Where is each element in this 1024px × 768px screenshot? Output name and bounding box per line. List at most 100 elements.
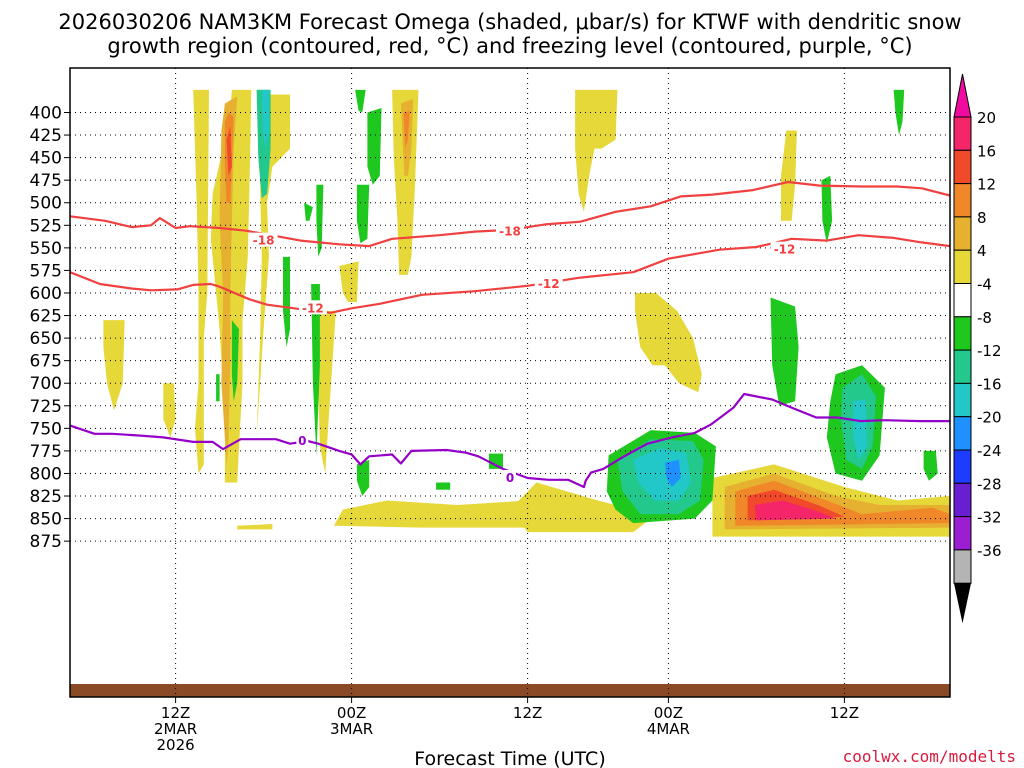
x-tick-label-4-0: 12Z — [830, 704, 859, 722]
colorbar-label-9: -20 — [977, 409, 1002, 427]
omega-region-up-13 — [403, 110, 410, 149]
x-axis-title: Forecast Time (UTC) — [414, 748, 605, 768]
y-tick-label-875: 875 — [30, 532, 62, 552]
colorbar-swatch-10 — [953, 449, 972, 484]
y-tick-label-725: 725 — [30, 397, 62, 417]
colorbar-swatch-0 — [953, 116, 972, 151]
y-tick-label-775: 775 — [30, 442, 62, 462]
contour-label-4: -12 — [774, 243, 796, 257]
y-tick-label-850: 850 — [30, 510, 62, 530]
omega-region-up-19 — [334, 500, 554, 528]
contour-label-0: -18 — [253, 234, 275, 248]
omega-shading-layer — [103, 89, 950, 537]
colorbar-swatch-6 — [953, 316, 972, 351]
omega-region-up-26 — [754, 500, 836, 521]
x-tick-label-0-0: 12Z — [161, 704, 190, 722]
colorbar-label-1: 16 — [977, 142, 996, 160]
contour-label-bg-4 — [770, 241, 799, 256]
omega-region-up-16 — [781, 130, 797, 221]
credit-text: coolwx.com/modelts — [843, 747, 1016, 766]
colorbar-label-13: -36 — [977, 542, 1002, 560]
grid-lines — [70, 68, 950, 697]
y-tick-label-625: 625 — [30, 307, 62, 327]
isotherm-contours — [70, 180, 950, 489]
colorbar-swatch-8 — [953, 382, 972, 418]
y-tick-label-400: 400 — [30, 104, 62, 124]
contour-label-bg-5 — [296, 432, 309, 447]
terrain-ground — [70, 684, 950, 697]
contour-label-bg-2 — [298, 300, 327, 315]
omega-region-up-4 — [226, 126, 232, 176]
contour-label-3: -12 — [538, 277, 560, 291]
contour-label-6: 0 — [506, 471, 514, 485]
omega-region-up-18 — [163, 383, 176, 438]
chart-title-line-1: 2026030206 NAM3KM Forecast Omega (shaded… — [58, 10, 961, 34]
contour-label-2: -12 — [302, 301, 324, 315]
colorbar-swatch-5 — [953, 283, 972, 318]
contour-labels: -18 -18 -12 -12 -12 0 0 — [249, 223, 799, 485]
omega-region-down-39 — [304, 202, 313, 221]
omega-region-up-10 — [339, 261, 359, 302]
omega-region-down-38 — [311, 284, 320, 456]
omega-region-down-37 — [283, 256, 290, 348]
omega-region-down-48 — [923, 450, 938, 481]
omega-region-down-33 — [853, 399, 868, 460]
x-tick-label-0-1: 2MAR — [154, 720, 197, 738]
x-tick-label-1-1: 3MAR — [330, 720, 373, 738]
omega-region-up-11 — [392, 89, 419, 275]
colorbar-label-12: -32 — [977, 509, 1002, 527]
omega-region-down-8 — [261, 89, 269, 149]
y-tick-label-575: 575 — [30, 261, 62, 281]
y-tick-label-750: 750 — [30, 419, 62, 439]
omega-region-up-14 — [575, 89, 618, 212]
y-tick-label-800: 800 — [30, 464, 62, 484]
colorbar: 20 16 12 8 4 -4 -8 -12 -16 -20 -24 -28 -32 -36 — [953, 73, 1002, 624]
colorbar-label-6: -8 — [977, 309, 992, 327]
colorbar-label-10: -24 — [977, 442, 1002, 460]
omega-region-down-45 — [216, 374, 220, 402]
omega-region-down-34 — [770, 297, 799, 406]
omega-region-down-30 — [664, 459, 681, 487]
contour-label-5: 0 — [298, 434, 306, 448]
y-tick-label-550: 550 — [30, 239, 62, 259]
x-tick-label-1-0: 00Z — [337, 704, 366, 722]
omega-region-up-15 — [635, 293, 702, 393]
omega-region-down-40 — [316, 184, 324, 257]
x-tick-label-2-0: 12Z — [513, 704, 542, 722]
y-tick-label-600: 600 — [30, 284, 62, 304]
omega-region-down-43 — [367, 108, 382, 185]
series-line-2 — [70, 392, 950, 489]
colorbar-swatch-9 — [953, 416, 972, 451]
contour-label-bg-1 — [496, 223, 524, 238]
y-tick-label-500: 500 — [30, 194, 62, 214]
y-tick-label-675: 675 — [30, 352, 62, 372]
colorbar-swatch-7 — [953, 349, 972, 384]
omega-region-up-17 — [103, 320, 125, 411]
omega-region-up-0 — [193, 89, 209, 474]
y-tick-label-475: 475 — [30, 171, 62, 191]
colorbar-swatch-2 — [953, 183, 972, 218]
y-tick-label-450: 450 — [30, 149, 62, 169]
omega-region-down-49 — [436, 482, 451, 490]
omega-region-down-46 — [356, 459, 370, 496]
y-tick-label-425: 425 — [30, 126, 62, 146]
contour-label-bg-6 — [504, 469, 516, 484]
colorbar-label-7: -12 — [977, 342, 1002, 360]
omega-region-down-41 — [356, 184, 370, 244]
colorbar-label-3: 8 — [977, 209, 987, 227]
y-tick-label-525: 525 — [30, 216, 62, 236]
plot-frame — [69, 67, 951, 698]
omega-region-down-35 — [821, 175, 833, 244]
colorbar-top-triangle — [953, 73, 972, 118]
colorbar-label-8: -16 — [977, 375, 1002, 393]
colorbar-label-2: 12 — [977, 176, 996, 194]
x-tick-label-3-1: 4MAR — [647, 720, 690, 738]
series-line-0 — [70, 180, 950, 248]
colorbar-swatch-1 — [953, 149, 972, 185]
contour-label-bg-0 — [249, 232, 278, 247]
colorbar-swatch-4 — [953, 249, 972, 284]
y-tick-label-700: 700 — [30, 374, 62, 394]
colorbar-label-4: 4 — [977, 242, 987, 260]
